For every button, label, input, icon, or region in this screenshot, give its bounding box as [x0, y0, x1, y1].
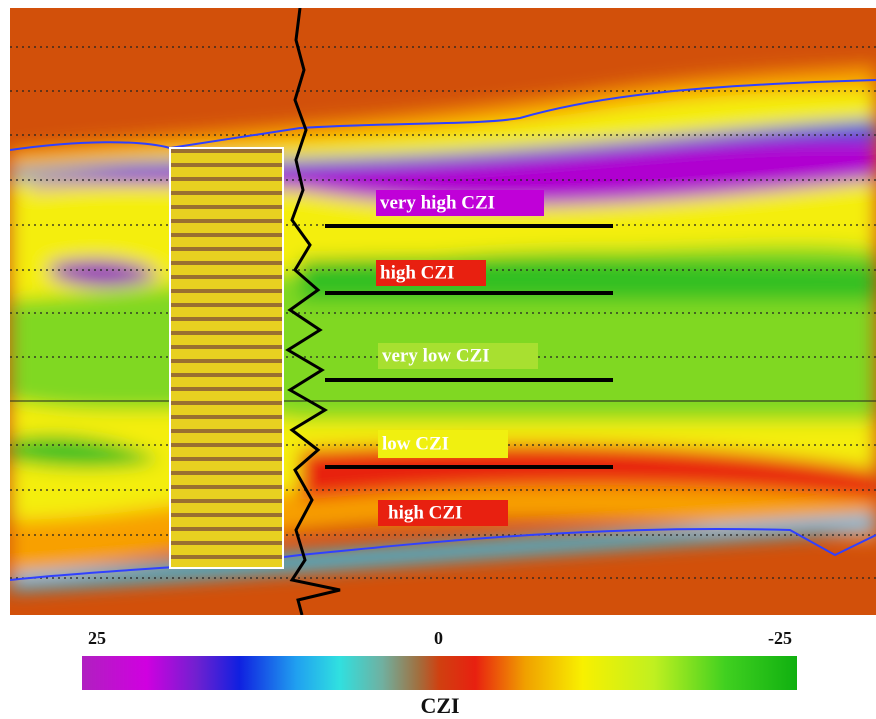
colorbar-tick-label: 0	[434, 628, 443, 648]
annotation: low CZI	[382, 433, 449, 454]
annotation: high CZI	[388, 502, 462, 523]
annotation: very low CZI	[382, 345, 490, 366]
label-box	[378, 500, 508, 526]
seismic-section: very high CZI high CZI very low CZI low …	[10, 8, 876, 615]
bottom-horizon	[10, 528, 876, 581]
well-log-column	[169, 147, 284, 569]
colorbar-title: CZI	[420, 693, 459, 718]
label-box	[378, 430, 508, 458]
annotation: very high CZI	[380, 192, 495, 213]
label-box	[376, 260, 486, 286]
label-box	[376, 190, 544, 216]
colorbar	[82, 656, 797, 690]
marker-lines	[325, 224, 613, 469]
top-horizon	[10, 79, 876, 151]
annotation: high CZI	[380, 262, 454, 283]
colorbar-tick-label: -25	[768, 628, 792, 648]
well-trace	[285, 8, 341, 615]
colorbar-tick-label: 25	[88, 628, 106, 648]
label-box	[378, 343, 538, 369]
